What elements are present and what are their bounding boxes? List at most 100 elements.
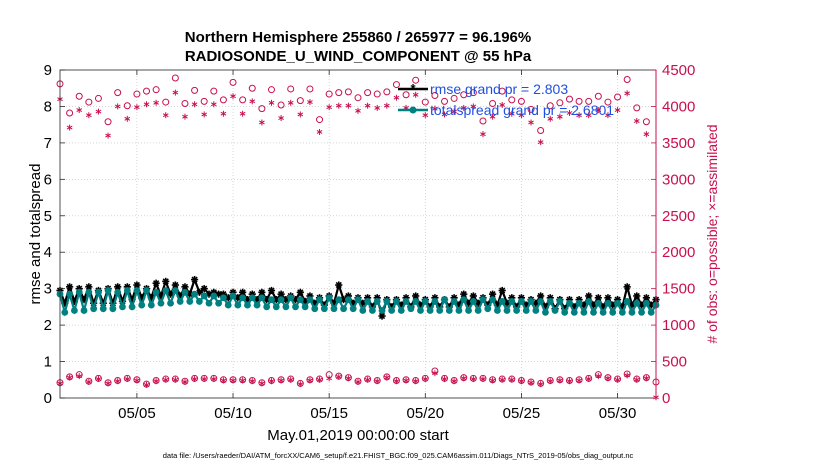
totalspread-point [566, 299, 573, 307]
obs-assimilated-point [470, 103, 477, 110]
obs-possible-point [229, 78, 237, 86]
totalspread-point [90, 305, 98, 313]
obs-assimilated-point [201, 376, 208, 383]
obs-assimilated-point [287, 376, 294, 383]
totalspread-point [628, 308, 636, 316]
legend-rmse-label: rmse grand pr = 2.803 [430, 81, 568, 97]
rmse-point [296, 288, 304, 296]
obs-possible-point [527, 105, 535, 113]
totalspread-point [393, 298, 400, 305]
totalspread-point [157, 299, 165, 307]
totalspread-point [532, 307, 540, 314]
obs-assimilated-point [114, 378, 121, 385]
totalspread-point [397, 307, 405, 314]
x-tick-label: 05/15 [310, 405, 348, 422]
y-axis-label: rmse and totalspread [27, 164, 44, 305]
obs-assimilated-point [326, 104, 333, 111]
legend-totalspread-label: totalspread grand pr = 2.6801 [430, 102, 614, 118]
legend: * rmse grand pr = 2.803 totalspread gran… [398, 81, 614, 118]
gridlines [60, 69, 656, 399]
totalspread-point [181, 288, 189, 296]
totalspread-point [61, 308, 69, 316]
obs-assimilated-point [537, 381, 544, 388]
obs-assimilated-point [633, 376, 640, 383]
totalspread-point [561, 308, 569, 316]
obs-possible-point [450, 94, 458, 102]
totalspread-point [215, 299, 223, 307]
obs-possible-point [162, 98, 170, 106]
totalspread-point [441, 296, 448, 303]
totalspread-point [248, 294, 256, 302]
totalspread-point [320, 305, 328, 313]
obs-assimilated-point [230, 377, 236, 384]
obs-assimilated-point [191, 101, 198, 108]
totalspread-point [195, 298, 203, 305]
obs-assimilated-point [393, 94, 400, 101]
obs-assimilated-point [345, 375, 352, 382]
obs-possible-point [402, 91, 410, 99]
obs-assimilated-point [403, 377, 409, 384]
obs-possible-point [460, 91, 468, 99]
totalspread-point [109, 305, 117, 313]
obs-assimilated-point [172, 89, 179, 96]
y2-tick-label: 0 [662, 390, 670, 407]
totalspread-point [633, 299, 641, 307]
rmse-point [114, 283, 122, 291]
obs-assimilated-point [259, 380, 265, 387]
y-tick-label: 5 [44, 208, 52, 225]
data-file-footnote: data file: /Users/raeder/DAI/ATM_forcXX/… [163, 451, 634, 460]
totalspread-point [465, 307, 472, 314]
y-tick-label: 6 [44, 171, 52, 188]
totalspread-point [301, 303, 309, 311]
obs-possible-point [85, 98, 93, 106]
obs-assimilated-point [585, 376, 592, 383]
totalspread-point [479, 296, 487, 303]
totalspread-point [330, 305, 338, 313]
obs-assimilated-point [85, 378, 92, 385]
obs-assimilated-point [172, 376, 179, 383]
obs-assimilated-point [585, 112, 592, 119]
totalspread-point [205, 299, 213, 307]
obs-assimilated-point [633, 118, 640, 125]
totalspread-point [638, 308, 645, 316]
totalspread-point [364, 298, 372, 305]
totalspread-point [244, 301, 251, 309]
obs-possible-point [344, 88, 352, 96]
totalspread-point [383, 298, 391, 305]
totalspread-point [268, 296, 275, 303]
obs-assimilated-point [153, 99, 159, 106]
obs-assimilated-point [624, 372, 631, 379]
obs-possible-point [181, 100, 189, 108]
totalspread-point [229, 292, 237, 300]
y-tick-label: 1 [44, 354, 52, 371]
obs-assimilated-point [249, 378, 256, 385]
totalspread-point [344, 296, 352, 303]
totalspread-point [580, 308, 588, 316]
obs-assimilated-point [316, 128, 323, 135]
totalspread-point [292, 303, 299, 311]
obs-assimilated-point [268, 378, 275, 385]
totalspread-point [272, 303, 280, 311]
totalspread-point [378, 307, 386, 314]
obs-assimilated-point [85, 112, 92, 119]
totalspread-point [138, 301, 146, 309]
obs-assimilated-point [124, 115, 131, 122]
obs-possible-point [316, 116, 324, 124]
totalspread-point [498, 298, 506, 305]
y2-tick-label: 500 [662, 354, 687, 371]
obs-possible-point [479, 117, 487, 125]
totalspread-point [306, 296, 314, 303]
obs-assimilated-point [374, 378, 381, 385]
obs-assimilated-point [460, 375, 467, 382]
y2-tick-label: 1000 [662, 317, 695, 334]
obs-assimilated-point [557, 113, 563, 120]
totalspread-point [460, 296, 468, 303]
obs-possible-point [123, 102, 131, 110]
obs-possible-point [171, 74, 179, 82]
obs-assimilated-point [134, 104, 140, 111]
obs-assimilated-point [393, 378, 400, 385]
totalspread-point [527, 298, 535, 305]
obs-possible-point [614, 93, 622, 101]
obs-possible-point [306, 85, 314, 93]
totalspread-point [176, 298, 184, 305]
